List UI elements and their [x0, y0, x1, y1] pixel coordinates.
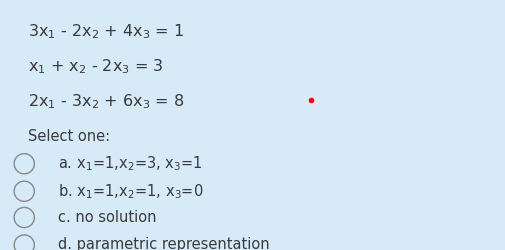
Text: a. x$_1$=1,x$_2$=3, x$_3$=1: a. x$_1$=1,x$_2$=3, x$_3$=1 — [58, 154, 203, 173]
Text: c. no solution: c. no solution — [58, 210, 157, 225]
Text: 3x$_1$ - 2x$_2$ + 4x$_3$ = 1: 3x$_1$ - 2x$_2$ + 4x$_3$ = 1 — [28, 22, 184, 40]
Text: b. x$_1$=1,x$_2$=1, x$_3$=0: b. x$_1$=1,x$_2$=1, x$_3$=0 — [58, 182, 204, 201]
Text: 2x$_1$ - 3x$_2$ + 6x$_3$ = 8: 2x$_1$ - 3x$_2$ + 6x$_3$ = 8 — [28, 92, 184, 110]
Text: d. parametric representation: d. parametric representation — [58, 238, 270, 250]
Text: x$_1$ + x$_2$ - 2x$_3$ = 3: x$_1$ + x$_2$ - 2x$_3$ = 3 — [28, 57, 164, 76]
Text: Select one:: Select one: — [28, 129, 110, 144]
